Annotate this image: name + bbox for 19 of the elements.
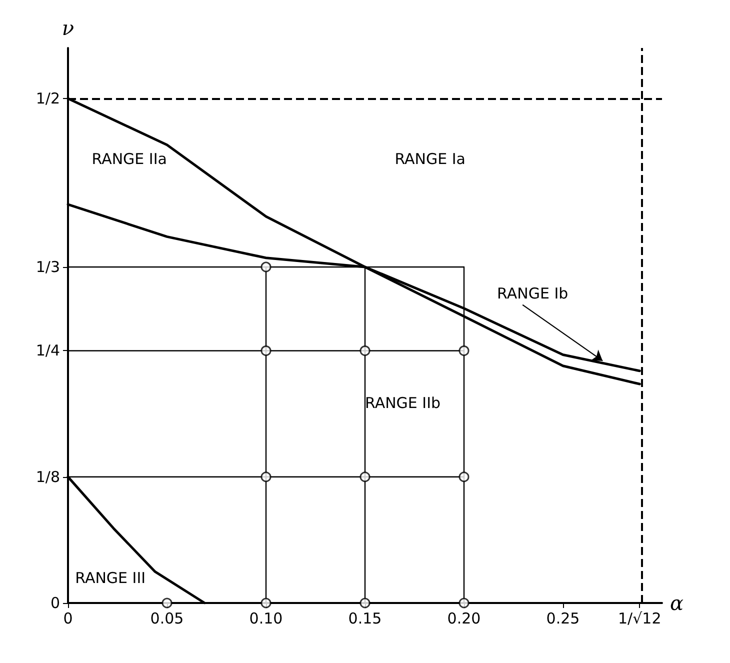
annotation: RANGE IIb (365, 394, 441, 412)
annotation: RANGE III (75, 569, 146, 588)
y-tick-label: 1/3 (36, 258, 60, 276)
y-tick-label: 1/4 (36, 342, 60, 360)
x-tick-label: 0.05 (150, 610, 184, 628)
y-axis-title: ν (62, 16, 74, 40)
y-tick-label: 0 (50, 594, 60, 612)
x-tick-label: 1/√12 (618, 610, 662, 628)
y-tick-label: 1/2 (36, 89, 60, 108)
x-axis-title: α (670, 591, 684, 615)
y-tick-label: 1/8 (36, 468, 60, 486)
annotation: RANGE IIa (92, 150, 167, 168)
x-tick-label: 0.15 (348, 610, 382, 628)
x-tick-label: 0 (63, 610, 73, 628)
annotation: RANGE Ia (394, 150, 466, 168)
annotation: RANGE Ib (497, 284, 568, 302)
x-tick-label: 0.25 (546, 610, 580, 628)
x-tick-label: 0.20 (447, 610, 481, 628)
x-tick-label: 0.10 (249, 610, 283, 628)
